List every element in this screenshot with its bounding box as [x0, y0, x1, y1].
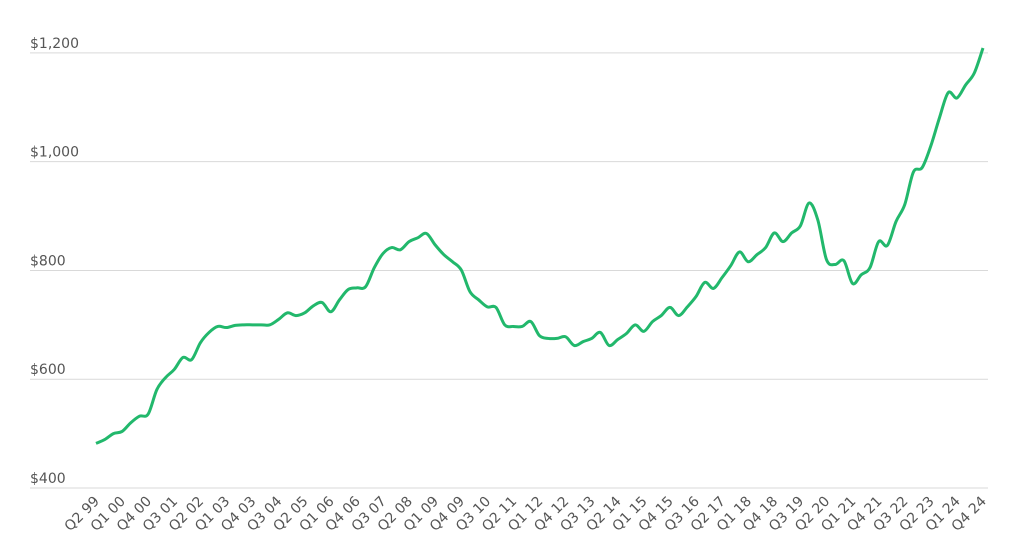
line	[95, 47, 985, 445]
y-tick-label: $1,000	[30, 145, 79, 161]
y-tick-label: $800	[30, 253, 66, 269]
y-tick-label: $1,200	[30, 36, 79, 52]
y-tick-label: $400	[30, 471, 66, 487]
y-tick-label: $600	[30, 362, 66, 378]
